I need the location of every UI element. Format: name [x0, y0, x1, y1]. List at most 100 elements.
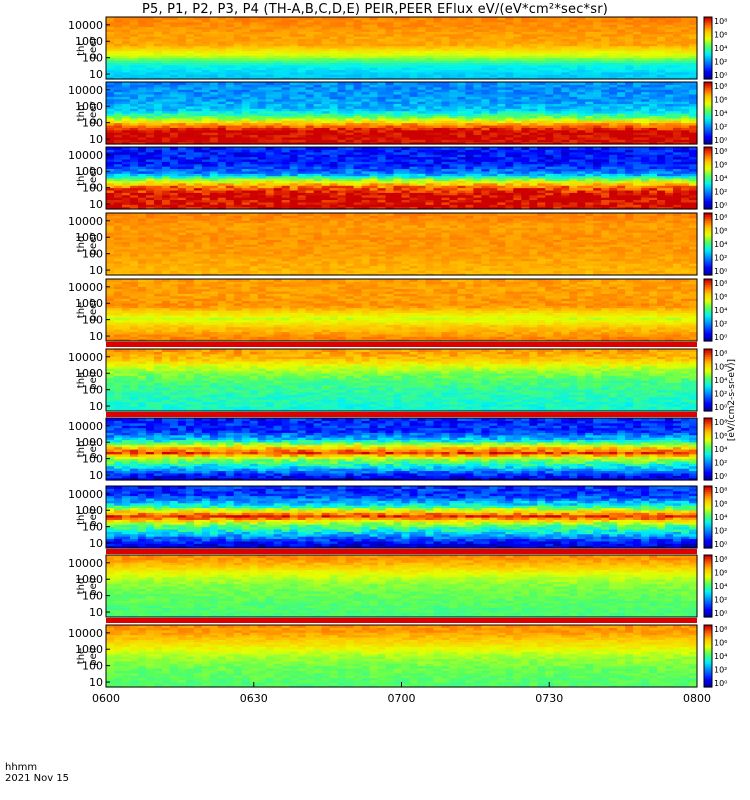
heatmap-cell — [529, 62, 538, 66]
heatmap-cell — [601, 76, 610, 80]
colorbar-1 — [704, 17, 712, 80]
heatmap-cell — [617, 62, 626, 66]
heatmap-cell — [321, 52, 331, 56]
heatmap-cell — [313, 62, 323, 66]
heatmap-cell — [209, 59, 219, 63]
heatmap-cell — [249, 71, 259, 75]
heatmap-cell — [297, 62, 307, 66]
heatmap-cell — [113, 48, 123, 51]
heatmap-cell — [201, 40, 211, 44]
heatmap-cell — [681, 57, 690, 61]
heatmap-cell — [169, 62, 179, 66]
heatmap-cell — [233, 52, 243, 56]
heatmap-cell — [409, 64, 419, 68]
heatmap-cell — [561, 71, 570, 75]
heatmap-cell — [321, 50, 331, 54]
heatmap-cell — [369, 71, 379, 75]
heatmap-cell — [577, 67, 586, 71]
heatmap-cell — [441, 50, 451, 54]
heatmap-cell — [145, 76, 155, 80]
heatmap-cell — [529, 52, 538, 56]
heatmap-cell — [577, 55, 586, 59]
heatmap-cell — [281, 69, 291, 73]
heatmap-cell — [633, 45, 642, 49]
heatmap-cell — [553, 40, 562, 44]
y-tick-label: 10 — [89, 133, 103, 146]
heatmap-cell — [353, 40, 363, 44]
heatmap-cell — [473, 50, 482, 54]
heatmap-cell — [505, 71, 514, 75]
heatmap-cell — [529, 74, 538, 78]
heatmap-cell — [625, 71, 634, 75]
panel-probe-label: thb — [76, 105, 87, 122]
heatmap-cell — [337, 43, 347, 47]
heatmap-cell — [369, 59, 379, 63]
heatmap-cell — [601, 50, 610, 54]
heatmap-cell — [353, 59, 363, 63]
heatmap-cell — [241, 55, 251, 59]
heatmap-cell — [609, 59, 618, 63]
heatmap-cell — [106, 64, 115, 68]
heatmap-cell — [481, 59, 490, 63]
heatmap-cell — [409, 45, 419, 49]
heatmap-cell — [689, 67, 698, 71]
heatmap-cell — [457, 59, 466, 63]
heatmap-cell — [369, 43, 379, 47]
heatmap-cell — [137, 67, 147, 71]
heatmap-cell — [161, 71, 171, 75]
heatmap-cell — [465, 45, 474, 49]
heatmap-cell — [249, 52, 259, 56]
heatmap-cell — [537, 43, 546, 47]
heatmap-cell — [289, 38, 299, 42]
y-tick-label: 10000 — [68, 19, 103, 32]
heatmap-cell — [497, 64, 506, 68]
heatmap-cell — [361, 48, 371, 51]
heatmap-cell — [665, 55, 674, 59]
heatmap-cell — [377, 57, 387, 61]
heatmap-cell — [657, 67, 666, 71]
heatmap-cell — [281, 50, 291, 54]
heatmap-cell — [473, 45, 482, 49]
heatmap-cell — [297, 48, 307, 51]
heatmap-cell — [289, 59, 299, 63]
heatmap-cell — [601, 52, 610, 56]
heatmap-cell — [561, 45, 570, 49]
heatmap-cell — [457, 74, 466, 78]
heatmap-cell — [457, 67, 466, 71]
colorbar-tick-label: 10² — [714, 58, 727, 67]
heatmap-cell — [241, 40, 251, 44]
heatmap-cell — [337, 71, 347, 75]
heatmap-cell — [241, 52, 251, 56]
heatmap-cell — [545, 45, 554, 49]
heatmap-cell — [481, 71, 490, 75]
heatmap-cell — [193, 64, 203, 68]
heatmap-cell — [689, 74, 698, 78]
heatmap-cell — [657, 55, 666, 59]
heatmap-cell — [106, 38, 115, 42]
heatmap-cell — [361, 38, 371, 42]
heatmap-cell — [106, 76, 115, 80]
heatmap-cell — [281, 74, 291, 78]
heatmap-cell — [457, 45, 466, 49]
heatmap-cell — [457, 57, 466, 61]
heatmap-cell — [329, 43, 339, 47]
heatmap-cell — [513, 64, 522, 68]
heatmap-cell — [577, 62, 586, 66]
heatmap-cell — [465, 43, 474, 47]
heatmap-cell — [449, 69, 459, 73]
heatmap-cell — [337, 59, 347, 63]
heatmap-cell — [489, 67, 498, 71]
heatmap-cell — [417, 67, 427, 71]
heatmap-cell — [225, 64, 235, 68]
heatmap-cell — [625, 52, 634, 56]
heatmap-cell — [137, 45, 147, 49]
heatmap-cell — [377, 74, 387, 78]
heatmap-cell — [265, 69, 275, 73]
heatmap-cell — [377, 45, 387, 49]
heatmap-cell — [649, 57, 658, 61]
colorbar-tick-label: 10⁰ — [714, 71, 727, 80]
heatmap-cell — [185, 38, 195, 42]
heatmap-cell — [345, 64, 355, 68]
heatmap-cell — [553, 43, 562, 47]
heatmap-cell — [369, 69, 379, 73]
